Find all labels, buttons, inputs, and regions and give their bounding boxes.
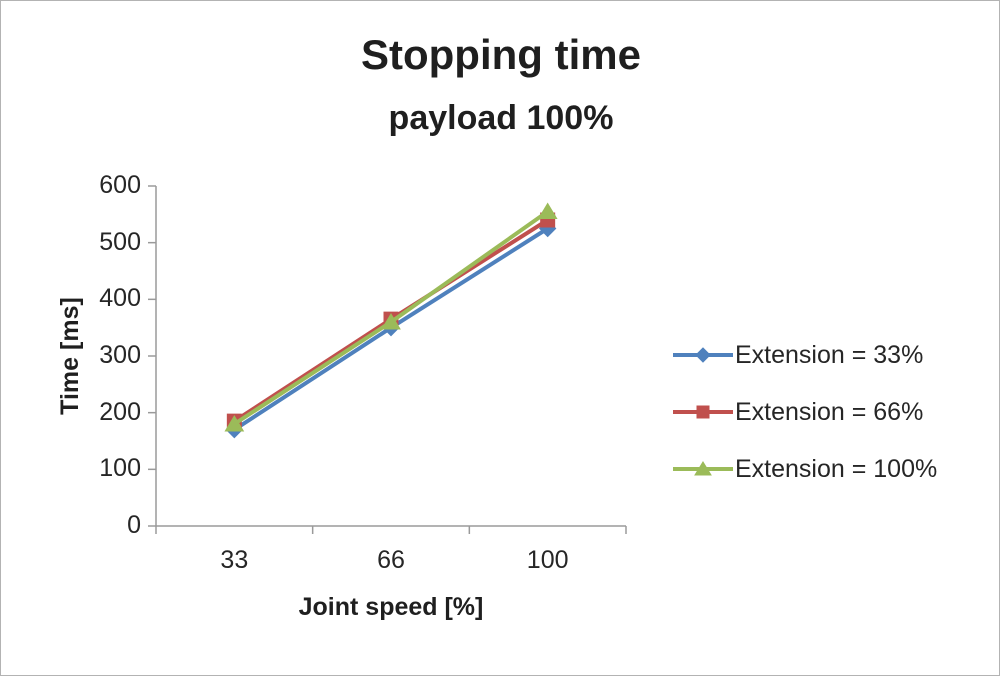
y-tick-label: 0 xyxy=(127,511,141,539)
legend-item: Extension = 100% xyxy=(673,449,937,489)
triangle-marker xyxy=(381,313,401,330)
y-axis-title: Time [ms] xyxy=(56,297,84,415)
legend-label: Extension = 33% xyxy=(735,340,924,369)
y-tick-label: 100 xyxy=(99,454,141,483)
y-tick-label: 300 xyxy=(99,341,141,369)
x-tick-label: 33 xyxy=(220,546,249,574)
triangle-marker xyxy=(537,202,558,219)
triangle-marker xyxy=(224,415,245,432)
x-tick-label: 100 xyxy=(526,546,569,574)
chart-subtitle: payload 100% xyxy=(388,99,614,137)
y-tick-label: 200 xyxy=(99,397,141,426)
legend-marker-sample xyxy=(673,405,733,419)
x-tick-label: 66 xyxy=(377,546,405,574)
legend-item: Extension = 66% xyxy=(673,392,937,432)
y-tick-label: 400 xyxy=(99,284,141,313)
y-tick-label: 500 xyxy=(99,227,141,256)
legend-label: Extension = 66% xyxy=(735,397,924,426)
legend-item: Extension = 33% xyxy=(673,335,937,375)
legend-marker-sample xyxy=(673,347,733,363)
y-tick-label: 600 xyxy=(99,171,141,199)
legend-label: Extension = 100% xyxy=(735,454,938,483)
legend: Extension = 33% Extension = 66% Extension … xyxy=(673,335,937,489)
legend-marker-sample xyxy=(673,461,733,476)
x-axis-title: Joint speed [%] xyxy=(298,593,484,621)
chart-title: Stopping time xyxy=(361,31,641,78)
